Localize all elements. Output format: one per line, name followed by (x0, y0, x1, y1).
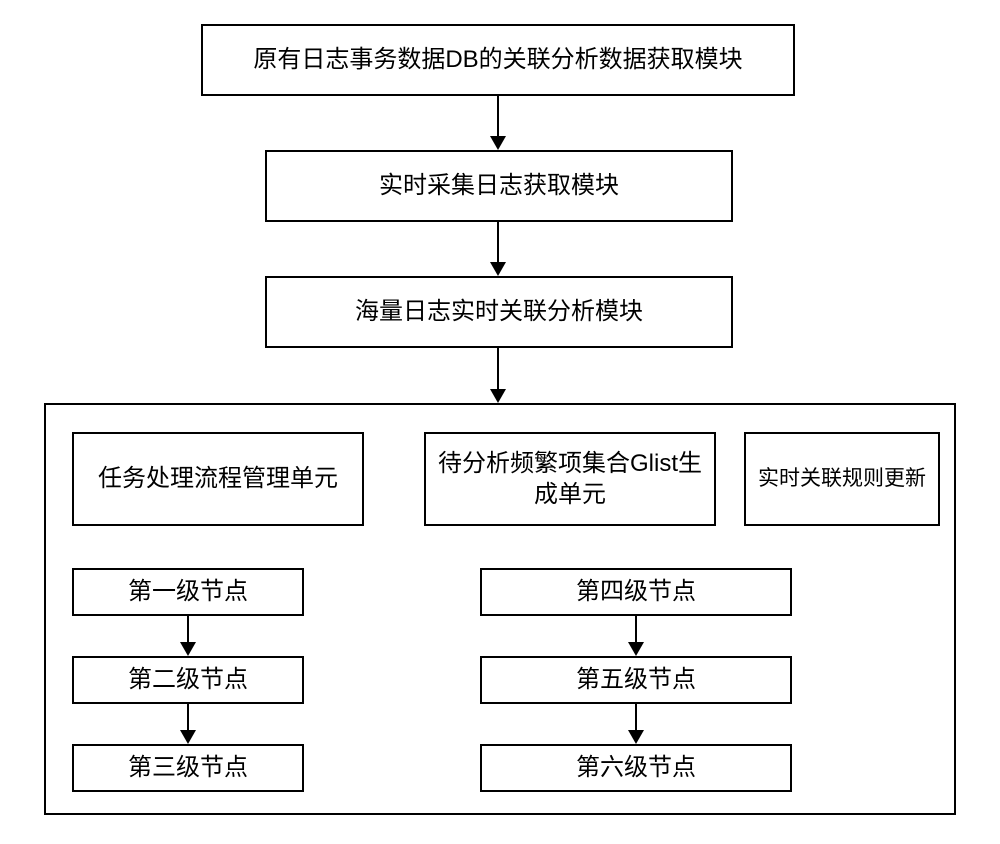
node-level-2: 第二级节点 (72, 656, 304, 704)
unit-task-flow-mgmt-label: 任务处理流程管理单元 (98, 463, 338, 494)
arrow-n2-n3-line (187, 704, 189, 730)
module-mass-log-analysis-label: 海量日志实时关联分析模块 (355, 296, 643, 327)
node-level-4-label: 第四级节点 (576, 576, 696, 607)
arrow-b1-b2-line (497, 96, 499, 136)
module-db-acquisition-label: 原有日志事务数据DB的关联分析数据获取模块 (253, 44, 742, 75)
arrow-b3-container-head (490, 389, 506, 403)
module-mass-log-analysis: 海量日志实时关联分析模块 (265, 276, 733, 348)
unit-rule-update-label: 实时关联规则更新 (758, 465, 926, 492)
unit-glist-gen-label: 待分析频繁项集合Glist生成单元 (434, 448, 706, 510)
node-level-6-label: 第六级节点 (576, 752, 696, 783)
unit-rule-update: 实时关联规则更新 (744, 432, 940, 526)
arrow-n4-n5-line (635, 616, 637, 642)
module-db-acquisition: 原有日志事务数据DB的关联分析数据获取模块 (201, 24, 795, 96)
arrow-b3-container-line (497, 348, 499, 389)
arrow-n5-n6-head (628, 730, 644, 744)
node-level-5: 第五级节点 (480, 656, 792, 704)
node-level-1-label: 第一级节点 (128, 576, 248, 607)
module-realtime-collect: 实时采集日志获取模块 (265, 150, 733, 222)
unit-task-flow-mgmt: 任务处理流程管理单元 (72, 432, 364, 526)
node-level-3-label: 第三级节点 (128, 752, 248, 783)
diagram-canvas: 原有日志事务数据DB的关联分析数据获取模块 实时采集日志获取模块 海量日志实时关… (0, 0, 1000, 844)
arrow-b2-b3-head (490, 262, 506, 276)
arrow-n4-n5-head (628, 642, 644, 656)
node-level-6: 第六级节点 (480, 744, 792, 792)
arrow-b2-b3-line (497, 222, 499, 262)
node-level-3: 第三级节点 (72, 744, 304, 792)
arrow-n1-n2-head (180, 642, 196, 656)
arrow-n5-n6-line (635, 704, 637, 730)
node-level-4: 第四级节点 (480, 568, 792, 616)
node-level-5-label: 第五级节点 (576, 664, 696, 695)
node-level-2-label: 第二级节点 (128, 664, 248, 695)
module-realtime-collect-label: 实时采集日志获取模块 (379, 170, 619, 201)
node-level-1: 第一级节点 (72, 568, 304, 616)
unit-glist-gen: 待分析频繁项集合Glist生成单元 (424, 432, 716, 526)
arrow-b1-b2-head (490, 136, 506, 150)
arrow-n2-n3-head (180, 730, 196, 744)
arrow-n1-n2-line (187, 616, 189, 642)
